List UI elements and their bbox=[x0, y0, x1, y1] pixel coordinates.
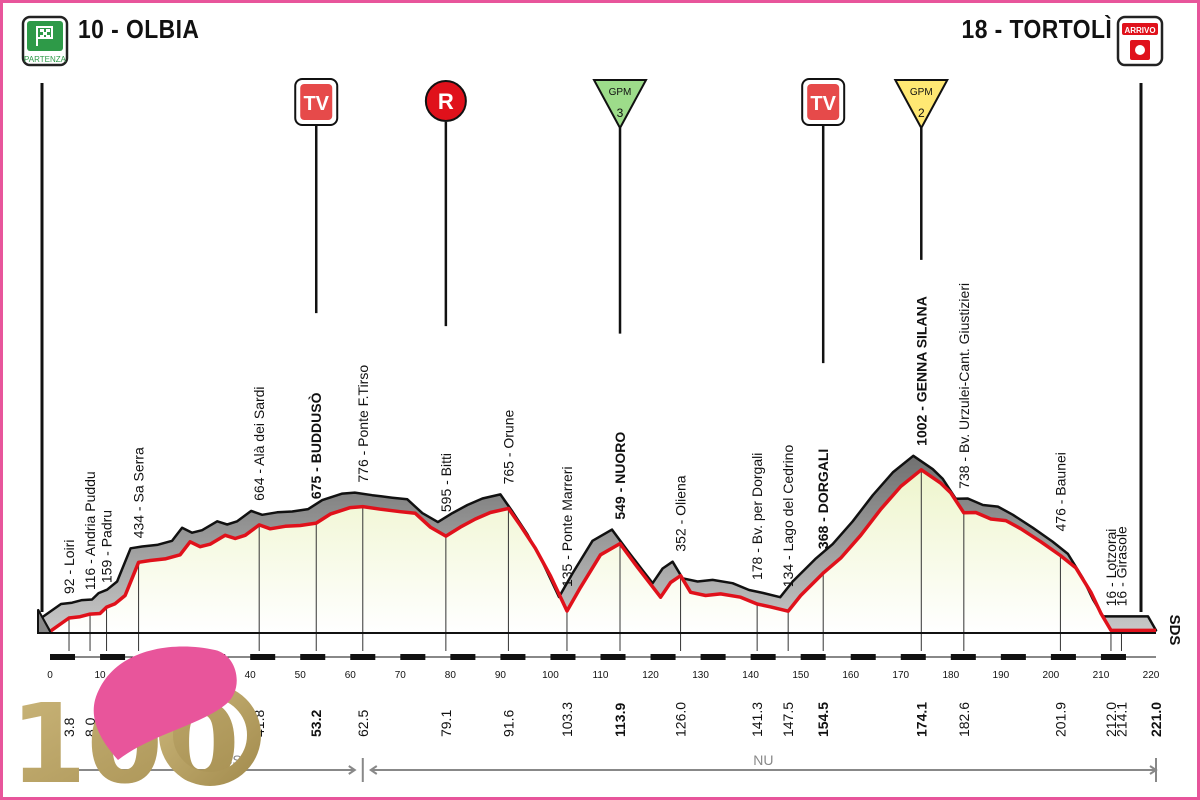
km-label-12: 113.9 bbox=[612, 703, 628, 737]
km-label-18: 182.6 bbox=[956, 702, 972, 737]
km-label-19: 201.9 bbox=[1052, 702, 1068, 737]
place-label-17: 476 - Baunei bbox=[1052, 452, 1068, 531]
km-label-13: 126.0 bbox=[673, 702, 689, 737]
scale-tick-20: 200 bbox=[1043, 670, 1060, 681]
scale-tick-9: 90 bbox=[495, 670, 507, 681]
km-label-21: 214.1 bbox=[1113, 702, 1129, 737]
scale-tick-14: 140 bbox=[742, 670, 759, 681]
finish-town-title: 18 - TORTOLÌ bbox=[961, 14, 1112, 44]
scale-tick-7: 70 bbox=[395, 670, 407, 681]
place-label-15: 1002 - GENNA SILANA bbox=[913, 296, 929, 446]
marker-r-1: R bbox=[424, 80, 467, 327]
scale-tick-10: 100 bbox=[542, 670, 559, 681]
km-label-8: 62.5 bbox=[355, 710, 371, 737]
scale-tick-12: 120 bbox=[642, 670, 659, 681]
tv-label: TV bbox=[303, 93, 329, 115]
km-label-9: 79.1 bbox=[438, 710, 454, 737]
place-label-13: 134 - Lago del Cedrino bbox=[780, 445, 796, 588]
place-label-10: 549 - NUORO bbox=[612, 432, 628, 520]
partenza-badge: PARTENZA bbox=[21, 15, 69, 67]
province-code-nu: NU bbox=[753, 752, 773, 768]
place-label-0: 92 - Loiri bbox=[61, 540, 77, 594]
scale-tick-15: 150 bbox=[792, 670, 809, 681]
km-label-17: 174.1 bbox=[913, 702, 929, 737]
place-label-19: 16 - Girasole bbox=[1113, 526, 1129, 606]
km-label-10: 91.6 bbox=[500, 710, 516, 737]
scale-tick-1: 10 bbox=[94, 670, 106, 681]
scale-tick-8: 80 bbox=[445, 670, 457, 681]
place-label-3: 434 - Sa Serra bbox=[131, 447, 147, 538]
place-label-14: 368 - DORGALI bbox=[815, 449, 831, 549]
arrivo-label: ARRIVO bbox=[1124, 26, 1155, 35]
place-label-6: 776 - Ponte F.Tirso bbox=[355, 365, 371, 483]
scale-tick-4: 40 bbox=[245, 670, 257, 681]
km-label-0: 0.0 bbox=[42, 717, 58, 737]
gpm-label: GPM bbox=[910, 87, 933, 98]
start-block bbox=[37, 608, 51, 634]
gpm-category: 2 bbox=[918, 106, 925, 120]
km-label-16: 154.5 bbox=[815, 702, 831, 737]
km-label-22: 221.0 bbox=[1148, 702, 1164, 737]
scale-tick-22: 220 bbox=[1143, 670, 1160, 681]
giro-100-logo: 10 0 bbox=[10, 646, 261, 800]
route-line bbox=[48, 468, 1156, 633]
km-label-7: 53.2 bbox=[308, 710, 324, 737]
km-label-14: 141.3 bbox=[749, 702, 765, 737]
gpm-category: 3 bbox=[617, 106, 624, 120]
place-label-8: 765 - Orune bbox=[500, 409, 516, 484]
place-label-16: 738 - Bv. Urzulei-Cant. Giustizieri bbox=[956, 283, 972, 489]
marker-tv-3: TV bbox=[801, 78, 846, 364]
scale-tick-0: 0 bbox=[47, 670, 53, 681]
scale-tick-17: 170 bbox=[892, 670, 909, 681]
sds-label: SDS bbox=[1166, 615, 1183, 646]
place-label-2: 159 - Padru bbox=[99, 510, 115, 583]
scale-tick-5: 50 bbox=[295, 670, 307, 681]
marker-gpm-4: GPM 2 bbox=[893, 79, 949, 260]
km-label-11: 103.3 bbox=[559, 702, 575, 737]
scale-tick-13: 130 bbox=[692, 670, 709, 681]
partenza-label: PARTENZA bbox=[24, 55, 67, 64]
km-label-1: 3.8 bbox=[61, 717, 77, 737]
place-label-7: 595 - Bitti bbox=[438, 453, 454, 512]
tv-label: TV bbox=[810, 93, 836, 115]
arrivo-badge: ARRIVO bbox=[1116, 15, 1164, 67]
profile-area bbox=[50, 469, 1156, 633]
place-label-12: 178 - Bv. per Dorgali bbox=[749, 453, 765, 580]
marker-gpm-2: GPM 3 bbox=[592, 79, 648, 334]
km-label-2: 8.0 bbox=[82, 717, 98, 737]
scale-tick-11: 110 bbox=[593, 670, 609, 681]
start-town-title: 10 - OLBIA bbox=[78, 14, 200, 44]
place-label-1: 116 - Andria Puddu bbox=[82, 471, 98, 590]
scale-tick-19: 190 bbox=[993, 670, 1010, 681]
place-label-4: 664 - Alà dei Sardi bbox=[251, 386, 267, 500]
km-label-20: 212.0 bbox=[1103, 702, 1119, 737]
place-label-9: 135 - Ponte Marreri bbox=[559, 466, 575, 587]
place-label-5: 675 - BUDDUSÒ bbox=[307, 392, 324, 499]
scale-tick-21: 210 bbox=[1093, 670, 1110, 681]
place-label-11: 352 - Oliena bbox=[673, 475, 689, 551]
scale-tick-18: 180 bbox=[942, 670, 959, 681]
scale-tick-6: 60 bbox=[345, 670, 357, 681]
gpm-label: GPM bbox=[609, 87, 632, 98]
scale-tick-16: 160 bbox=[842, 670, 859, 681]
marker-tv-0: TV bbox=[294, 78, 339, 314]
r-label: R bbox=[438, 89, 454, 114]
km-label-15: 147.5 bbox=[780, 702, 796, 737]
place-label-18: 16 - Lotzorai bbox=[1103, 529, 1119, 607]
